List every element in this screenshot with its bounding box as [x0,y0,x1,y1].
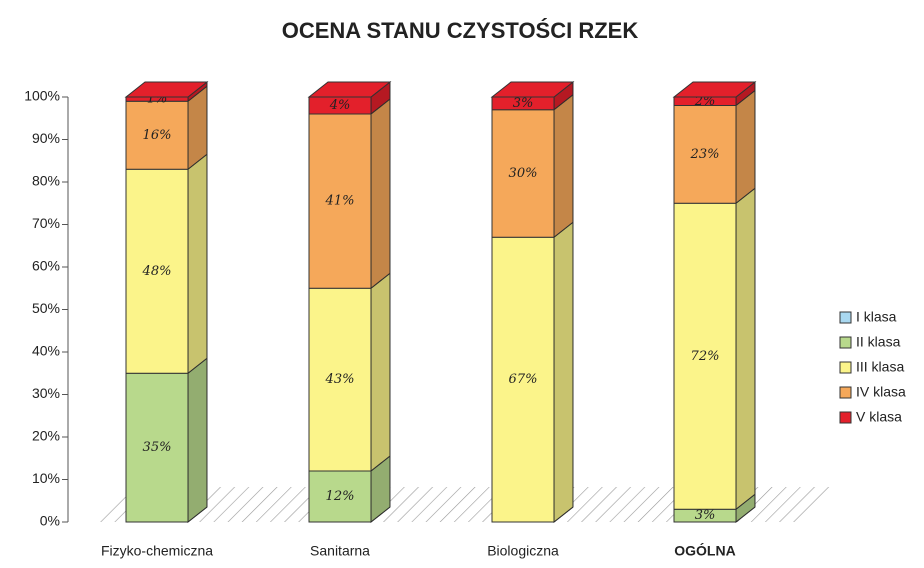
bar-side-shade [188,82,207,102]
bar-side-shade [371,456,390,522]
value-label: 48% [142,264,172,279]
bar-segment [125,100,189,170]
bar-side-shade [736,188,755,510]
value-label: 30% [509,166,538,181]
value-label: 23% [690,147,720,162]
bar-segment [308,113,372,289]
bar-side-shade [736,82,755,106]
value-label: 12% [326,489,355,504]
bar-segment [673,105,737,204]
bar-top [307,81,392,98]
value-label: 16% [143,128,172,143]
y-tick-label: 60% [32,258,60,274]
bar-side-shade [554,222,573,522]
value-label: 72% [691,349,720,364]
x-tick-label: Sanitarna [310,543,370,559]
bar-segment [308,470,372,523]
y-tick-label: 80% [32,173,60,189]
legend-swatch [839,336,852,349]
value-label: 4% [329,98,351,113]
bar-side-shade [188,86,207,170]
bar-side-shade [554,94,573,238]
legend-swatch [839,411,852,424]
bar-side-shade [736,90,755,204]
legend-label: IV klasa [856,384,906,400]
legend-label: V klasa [856,409,902,425]
bar-side-shade [736,494,755,522]
bar-side-shade [188,154,207,374]
legend-swatch [839,386,852,399]
y-tick-label: 40% [32,343,60,359]
x-tick-label: OGÓLNA [674,542,735,559]
y-tick-label: 30% [32,385,60,401]
legend-label: I klasa [856,309,897,325]
bar-side-shade [188,358,207,522]
legend-swatch [839,361,852,374]
value-label: 41% [325,194,355,209]
bar-top [490,81,575,98]
bar-segment [491,236,555,523]
value-label: 3% [695,508,716,523]
y-tick-label: 70% [32,215,60,231]
legend-swatch [839,311,852,324]
bar-segment [491,109,555,238]
floor [90,487,840,522]
bar-top [672,81,757,98]
value-label: 3% [513,96,534,111]
legend-label: II klasa [856,334,901,350]
bar-segment [308,287,372,472]
bar-segment [125,168,189,374]
chart-title: OCENA STANU CZYSTOŚCI RZEK [282,18,639,43]
y-tick-label: 90% [32,130,60,146]
x-tick-label: Fizyko-chemiczna [101,543,213,559]
value-label: 35% [143,440,172,455]
y-tick-label: 10% [32,470,60,486]
y-tick-label: 100% [24,88,60,104]
bar-side-shade [371,99,390,289]
bar-side-shade [371,273,390,471]
bar-top [124,81,209,98]
bar-side-shade [554,82,573,110]
legend-label: III klasa [856,359,904,375]
value-label: 43% [325,372,355,387]
y-tick-label: 20% [32,428,60,444]
bar-segment [673,202,737,510]
bar-side-shade [371,82,390,114]
value-label: 67% [509,372,538,387]
y-tick-label: 50% [32,300,60,316]
x-tick-label: Biologiczna [487,543,559,559]
y-tick-label: 0% [40,513,60,529]
